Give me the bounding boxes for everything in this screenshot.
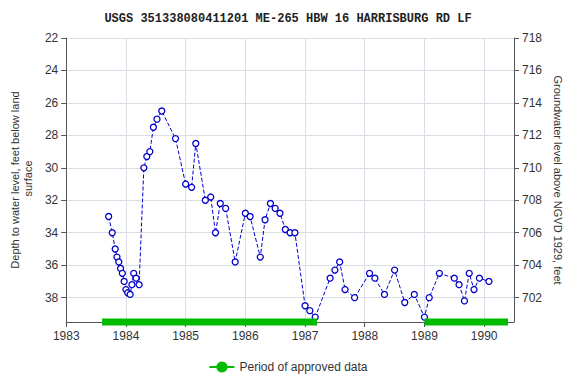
svg-text:706: 706 — [522, 226, 542, 240]
svg-text:USGS 351338080411201 ME-265 HB: USGS 351338080411201 ME-265 HBW 16 HARRI… — [104, 12, 471, 26]
svg-text:34: 34 — [45, 226, 59, 240]
svg-text:surface: surface — [22, 160, 34, 199]
svg-text:716: 716 — [522, 63, 542, 77]
svg-text:710: 710 — [522, 161, 542, 175]
svg-text:702: 702 — [522, 291, 542, 305]
svg-text:1985: 1985 — [172, 329, 199, 343]
svg-text:1983: 1983 — [53, 329, 80, 343]
svg-text:704: 704 — [522, 258, 542, 272]
svg-text:714: 714 — [522, 96, 542, 110]
svg-text:1986: 1986 — [232, 329, 259, 343]
svg-text:32: 32 — [45, 193, 59, 207]
svg-text:36: 36 — [45, 258, 59, 272]
svg-text:1987: 1987 — [292, 329, 319, 343]
svg-text:26: 26 — [45, 96, 59, 110]
svg-text:Depth to water level, feet bel: Depth to water level, feet below land — [9, 91, 21, 268]
svg-text:1990: 1990 — [471, 329, 498, 343]
svg-text:Period of approved data: Period of approved data — [239, 360, 367, 374]
svg-text:718: 718 — [522, 31, 542, 45]
svg-text:30: 30 — [45, 161, 59, 175]
svg-text:28: 28 — [45, 128, 59, 142]
svg-text:38: 38 — [45, 291, 59, 305]
svg-text:708: 708 — [522, 193, 542, 207]
svg-text:Groundwater level above NGVD 1: Groundwater level above NGVD 1929, feet — [552, 75, 564, 284]
svg-text:22: 22 — [45, 31, 59, 45]
svg-text:712: 712 — [522, 128, 542, 142]
svg-text:1988: 1988 — [351, 329, 378, 343]
svg-text:1984: 1984 — [113, 329, 140, 343]
svg-text:1989: 1989 — [411, 329, 438, 343]
svg-text:24: 24 — [45, 63, 59, 77]
